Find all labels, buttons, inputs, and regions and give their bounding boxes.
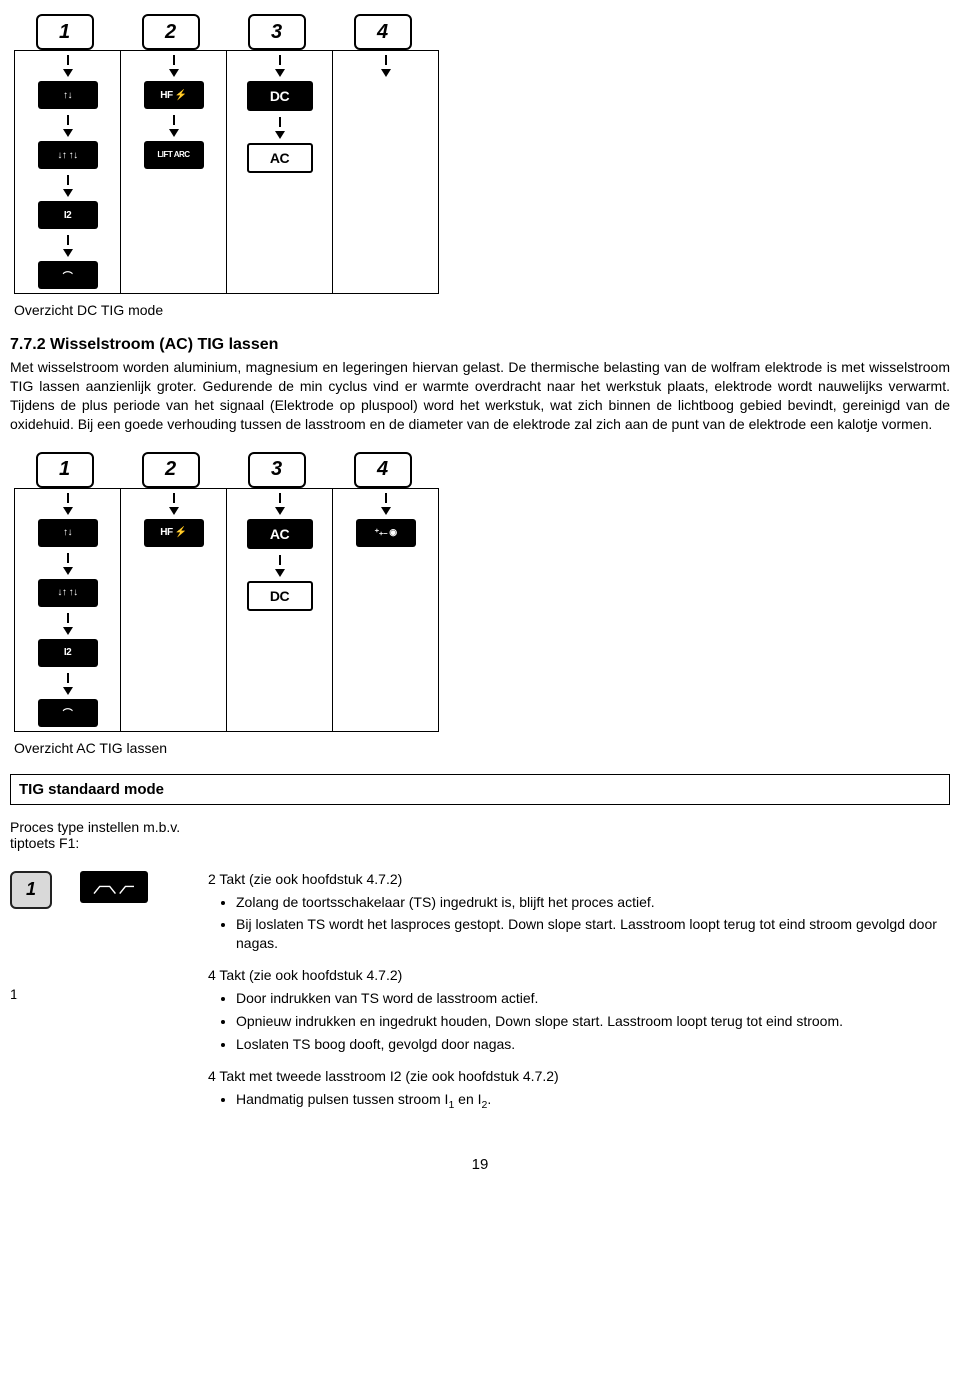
diagram1-col-1: ↑↓ ↓↑ ↑↓ I2 ⌒ bbox=[15, 51, 121, 294]
icon-2takt: ↑↓ bbox=[38, 81, 98, 109]
list-item: Bij loslaten TS wordt het lasproces gest… bbox=[236, 915, 950, 953]
icon-ac: AC bbox=[247, 143, 313, 173]
section-body: Met wisselstroom worden aluminium, magne… bbox=[10, 358, 950, 434]
diagram1-col-2: HF ⚡ LIFT ARC bbox=[121, 51, 227, 294]
diagram2-col-1: ↑↓ ↓↑ ↑↓ I2 ⌒ bbox=[15, 488, 121, 731]
mode-2takt-bullets: Zolang de toortsschakelaar (TS) ingedruk… bbox=[208, 893, 950, 954]
mode-4takt-title: 4 Takt (zie ook hoofdstuk 4.7.2) bbox=[208, 967, 950, 983]
list-item: Opnieuw indrukken en ingedrukt houden, D… bbox=[236, 1012, 950, 1031]
diagram1-hdr-3: 3 bbox=[248, 14, 306, 50]
list-item: Zolang de toortsschakelaar (TS) ingedruk… bbox=[236, 893, 950, 912]
diagram2-hdr-4: 4 bbox=[354, 452, 412, 488]
boxed-title: TIG standaard mode bbox=[10, 774, 950, 805]
diagram1-hdr-1: 1 bbox=[36, 14, 94, 50]
icon-4takt: ↓↑ ↑↓ bbox=[38, 141, 98, 169]
list-item: Door indrukken van TS word de lasstroom … bbox=[236, 989, 950, 1008]
icon-dc: DC bbox=[247, 581, 313, 611]
caption-ac-tig: Overzicht AC TIG lassen bbox=[14, 740, 950, 756]
icon-polarity: ⁺₊₋ ◉ bbox=[356, 519, 416, 547]
icon-2takt: ↑↓ bbox=[38, 519, 98, 547]
diagram2-col-3: AC DC bbox=[227, 488, 333, 731]
diagram-dc-tig: 1 2 3 4 ↑↓ ↓↑ ↑↓ I2 ⌒ HF ⚡ LIFT ARC bbox=[14, 14, 439, 294]
icon-lift-arc: LIFT ARC bbox=[144, 141, 204, 169]
diagram1-hdr-4: 4 bbox=[354, 14, 412, 50]
diagram2-hdr-2: 2 bbox=[142, 452, 200, 488]
page-number: 19 bbox=[10, 1156, 950, 1173]
icon-dc: DC bbox=[247, 81, 313, 111]
icon-ac: AC bbox=[247, 519, 313, 549]
mode-4takt-i2-bullets: Handmatig pulsen tussen stroom I1 en I2. bbox=[208, 1090, 950, 1112]
diagram-ac-tig: 1 2 3 4 ↑↓ ↓↑ ↑↓ I2 ⌒ HF ⚡ bbox=[14, 452, 439, 732]
icon-hf: HF ⚡ bbox=[144, 81, 204, 109]
list-item: Loslaten TS boog dooft, gevolgd door nag… bbox=[236, 1035, 950, 1054]
diagram2-col-2: HF ⚡ bbox=[121, 488, 227, 731]
icon-2takt-inline bbox=[80, 871, 148, 903]
instruction-text: Proces type instellen m.b.v. tiptoets F1… bbox=[10, 819, 950, 851]
icon-spot: ⌒ bbox=[38, 261, 98, 289]
mode-4takt-i2-title: 4 Takt met tweede lasstroom I2 (zie ook … bbox=[208, 1068, 950, 1084]
mode-2takt-row: 1 2 Takt (zie ook hoofdstuk 4.7.2) Zolan… bbox=[10, 871, 950, 1126]
mode-2takt-title: 2 Takt (zie ook hoofdstuk 4.7.2) bbox=[208, 871, 950, 887]
diagram2-hdr-3: 3 bbox=[248, 452, 306, 488]
diagram1-hdr-2: 2 bbox=[142, 14, 200, 50]
diagram2-col-4: ⁺₊₋ ◉ bbox=[333, 488, 439, 731]
caption-dc-tig: Overzicht DC TIG mode bbox=[14, 302, 950, 318]
section-heading: 7.7.2 Wisselstroom (AC) TIG lassen bbox=[10, 336, 950, 354]
icon-spot: ⌒ bbox=[38, 699, 98, 727]
diagram1-col-4 bbox=[333, 51, 439, 294]
icon-hf: HF ⚡ bbox=[144, 519, 204, 547]
diagram2-hdr-1: 1 bbox=[36, 452, 94, 488]
f1-key[interactable]: 1 bbox=[10, 871, 52, 909]
mode-4takt-bullets: Door indrukken van TS word de lasstroom … bbox=[208, 989, 950, 1054]
diagram1-col-3: DC AC bbox=[227, 51, 333, 294]
list-item: Handmatig pulsen tussen stroom I1 en I2. bbox=[236, 1090, 950, 1112]
icon-4takt-i2: I2 bbox=[38, 639, 98, 667]
icon-4takt-i2: I2 bbox=[38, 201, 98, 229]
icon-4takt: ↓↑ ↑↓ bbox=[38, 579, 98, 607]
